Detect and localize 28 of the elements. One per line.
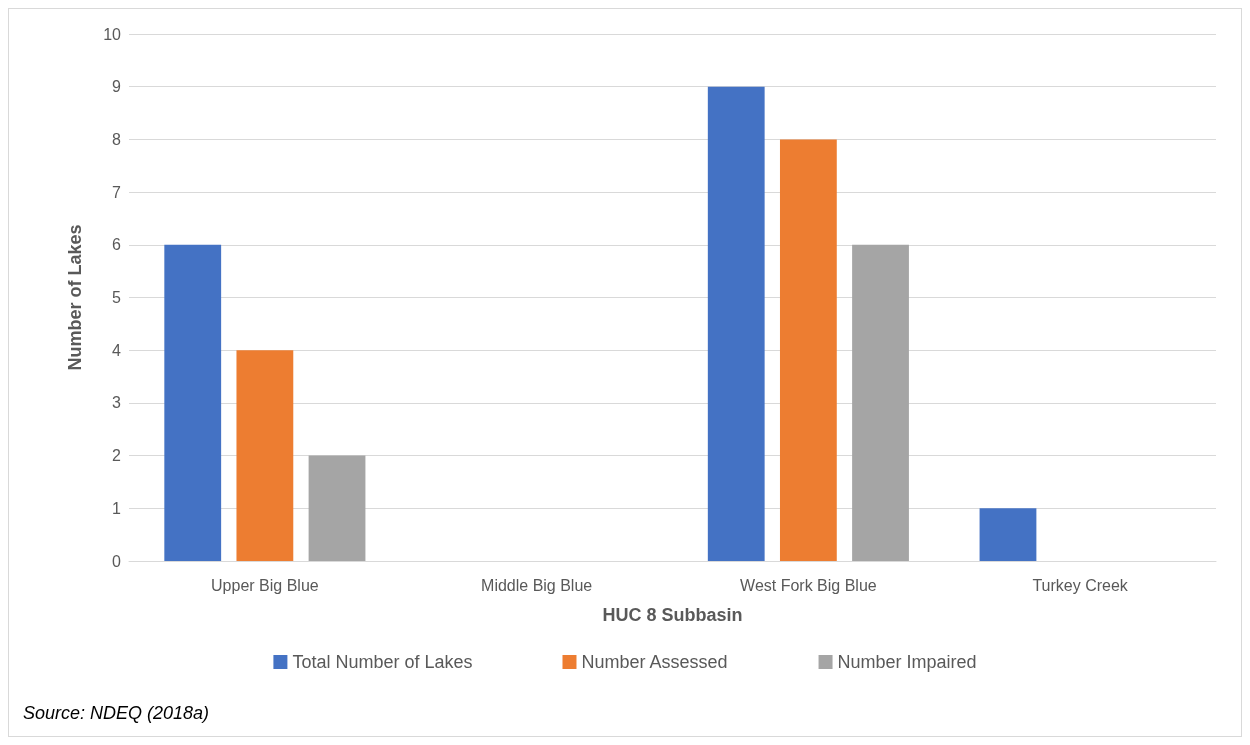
bar [979,508,1037,561]
y-tick-label: 10 [103,25,122,43]
y-tick-label: 0 [112,552,122,570]
x-axis-title: HUC 8 Subbasin [602,605,743,625]
x-tick-label: Turkey Creek [1032,576,1129,594]
y-tick-label: 1 [112,499,122,517]
y-tick-label: 6 [112,236,122,254]
x-tick-label: West Fork Big Blue [740,576,877,594]
legend-label: Number Impaired [837,652,977,672]
source-note: Source: NDEQ (2018a) [23,703,210,723]
bar [779,139,837,561]
x-tick-label: Upper Big Blue [211,576,319,594]
y-axis-title: Number of Lakes [65,224,85,371]
x-tick-label: Middle Big Blue [481,576,593,594]
y-tick-label: 4 [112,341,122,359]
y-tick-label: 9 [112,78,122,96]
y-tick-label: 2 [112,447,122,465]
bar [707,86,765,561]
y-tick-label: 5 [112,289,122,306]
bar [236,350,294,561]
y-tick-label: 7 [112,183,122,201]
y-tick-label: 8 [112,130,122,148]
bar [164,244,222,561]
bar [852,244,909,561]
legend-label: Number Assessed [581,652,728,672]
y-tick-label: 3 [112,394,122,412]
legend-label: Total Number of Lakes [292,652,473,672]
bar [308,455,366,561]
